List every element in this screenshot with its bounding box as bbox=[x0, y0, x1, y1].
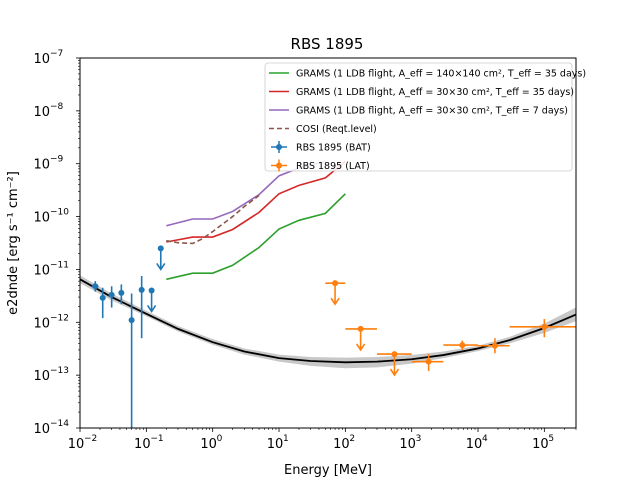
x-tick-exp-5: 3 bbox=[416, 434, 422, 444]
x-tick-label-4: 10 bbox=[333, 437, 350, 452]
plot-frame bbox=[79, 57, 577, 429]
x-tick-exp-0: −2 bbox=[84, 434, 97, 444]
x-axis-label: Energy [MeV] bbox=[284, 463, 372, 478]
series-line-0 bbox=[166, 193, 346, 281]
legend-label-4: RBS 1895 (BAT) bbox=[296, 143, 371, 154]
series-line-3 bbox=[166, 194, 260, 245]
y-tick-exp-1: −13 bbox=[50, 366, 69, 376]
data-point-1-1 bbox=[357, 325, 364, 332]
data-point-0-5 bbox=[138, 286, 145, 293]
y-tick-label-4: 10 bbox=[33, 211, 50, 226]
data-point-0-2 bbox=[108, 291, 115, 298]
x-tick-label-2: 10 bbox=[200, 437, 217, 452]
data-point-1-4 bbox=[459, 342, 466, 349]
y-axis-label: e2dnde [erg s⁻¹ cm⁻²] bbox=[6, 171, 21, 315]
y-tick-exp-3: −11 bbox=[50, 260, 69, 270]
y-tick-label-6: 10 bbox=[33, 105, 50, 120]
x-tick-label-3: 10 bbox=[267, 437, 284, 452]
y-tick-label-7: 10 bbox=[33, 52, 50, 67]
y-tick-label-0: 10 bbox=[33, 422, 50, 437]
legend-swatch-dot-4 bbox=[276, 144, 282, 150]
data-point-1-3 bbox=[425, 358, 432, 365]
data-point-0-0 bbox=[92, 283, 99, 290]
x-tick-label-7: 10 bbox=[532, 437, 549, 452]
legend-label-0: GRAMS (1 LDB flight, A_eff = 140×140 cm²… bbox=[296, 69, 586, 80]
legend-box bbox=[264, 62, 573, 172]
x-tick-exp-6: 4 bbox=[482, 434, 488, 444]
legend-label-2: GRAMS (1 LDB flight, A_eff = 30×30 cm², … bbox=[296, 106, 568, 117]
legend: GRAMS (1 LDB flight, A_eff = 140×140 cm²… bbox=[264, 62, 586, 172]
y-tick-exp-7: −7 bbox=[50, 49, 63, 59]
data-point-0-6 bbox=[148, 287, 155, 294]
upper-limit-arrow-0-7 bbox=[156, 262, 166, 271]
upper-limit-arrow-1-1 bbox=[355, 343, 366, 352]
y-tick-exp-4: −10 bbox=[50, 208, 69, 218]
data-point-0-7 bbox=[157, 245, 164, 252]
data-point-0-3 bbox=[118, 289, 125, 296]
legend-label-5: RBS 1895 (LAT) bbox=[296, 161, 370, 172]
y-tick-exp-6: −8 bbox=[50, 102, 64, 112]
data-point-1-2 bbox=[391, 351, 398, 358]
series-line-1 bbox=[166, 160, 346, 243]
x-tick-exp-4: 2 bbox=[349, 434, 355, 444]
model-uncertainty-band bbox=[80, 275, 576, 369]
plot-area bbox=[80, 160, 576, 428]
y-tick-label-5: 10 bbox=[33, 158, 50, 173]
x-tick-exp-2: 0 bbox=[217, 434, 223, 444]
data-point-0-4 bbox=[128, 317, 135, 324]
y-tick-exp-0: −14 bbox=[50, 419, 69, 429]
legend-label-1: GRAMS (1 LDB flight, A_eff = 30×30 cm², … bbox=[296, 87, 574, 98]
y-tick-label-3: 10 bbox=[33, 263, 50, 278]
x-tick-exp-7: 5 bbox=[548, 434, 554, 444]
legend-swatch-dot-5 bbox=[276, 162, 282, 169]
data-point-0-1 bbox=[99, 294, 106, 301]
legend-label-3: COSI (Reqt.level) bbox=[296, 124, 377, 135]
x-tick-label-5: 10 bbox=[399, 437, 416, 452]
x-tick-label-0: 10 bbox=[68, 437, 85, 452]
y-tick-exp-5: −9 bbox=[50, 155, 64, 165]
y-tick-label-1: 10 bbox=[33, 369, 50, 384]
upper-limit-arrow-1-0 bbox=[330, 297, 340, 306]
upper-limit-arrow-0-6 bbox=[146, 305, 157, 313]
errorbar-series-1 bbox=[325, 280, 576, 377]
chart-title: RBS 1895 bbox=[291, 35, 364, 53]
x-axis: 10 −2 10 −1 10 0 10 1 10 2 10 3 10 4 10 5 bbox=[68, 428, 577, 452]
x-tick-label-6: 10 bbox=[466, 437, 483, 452]
x-tick-label-1: 10 bbox=[134, 437, 151, 452]
x-tick-exp-1: −1 bbox=[150, 434, 163, 444]
x-tick-exp-3: 1 bbox=[283, 434, 289, 444]
data-point-1-0 bbox=[332, 280, 339, 287]
model-line bbox=[80, 278, 576, 364]
y-tick-exp-2: −12 bbox=[50, 313, 69, 323]
data-point-1-5 bbox=[491, 342, 498, 349]
upper-limit-arrow-1-2 bbox=[389, 368, 400, 377]
data-point-1-6 bbox=[541, 323, 548, 330]
errorbar-series-0 bbox=[91, 245, 166, 428]
y-tick-label-2: 10 bbox=[33, 316, 50, 331]
